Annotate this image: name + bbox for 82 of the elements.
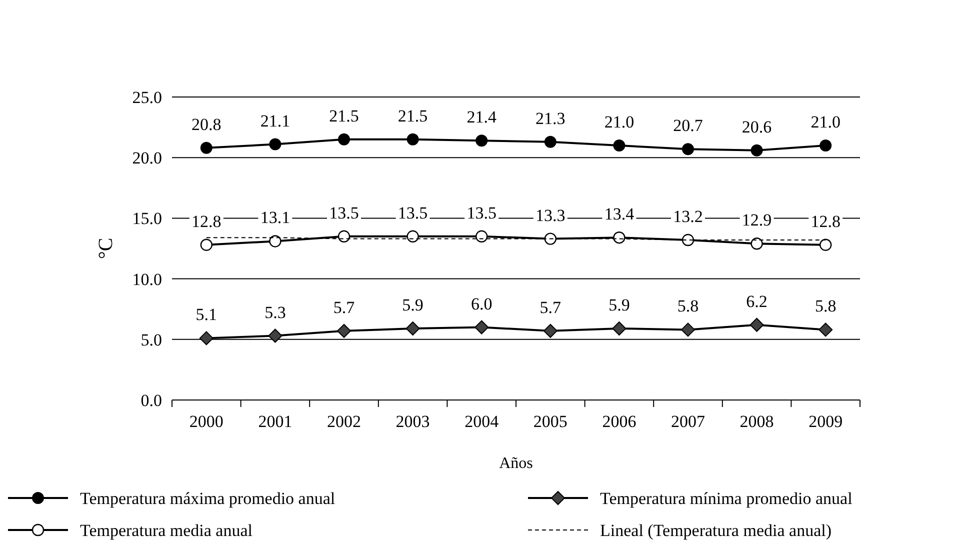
- y-axis-title: °C: [95, 238, 117, 260]
- point: [682, 234, 694, 246]
- data-label: 21.1: [260, 111, 290, 130]
- point: [750, 144, 763, 156]
- x-tick-label: 2001: [258, 412, 292, 431]
- y-tick-label: 20.0: [132, 148, 162, 168]
- point: [750, 318, 764, 332]
- point: [269, 138, 282, 150]
- data-label: 5.8: [677, 296, 699, 316]
- y-tick-label: 15.0: [132, 209, 162, 228]
- data-label: 6.0: [470, 294, 492, 314]
- x-axis-title: Años: [499, 455, 533, 472]
- data-label: 5.7: [540, 298, 562, 317]
- x-tick-label: 2003: [396, 412, 430, 431]
- data-label: 13.1: [260, 208, 290, 228]
- x-tick-label: 2008: [740, 412, 774, 431]
- x-tick-label: 2000: [189, 412, 224, 431]
- data-label: 20.7: [673, 116, 704, 136]
- data-label: 21.5: [329, 106, 359, 126]
- data-label: 5.8: [814, 296, 836, 316]
- data-label: 21.0: [810, 112, 840, 132]
- point: [338, 133, 350, 146]
- data-label: 21.5: [398, 106, 428, 126]
- point: [544, 232, 556, 245]
- point: [750, 238, 763, 250]
- data-label: 21.4: [466, 108, 497, 127]
- point: [681, 322, 695, 337]
- y-tick-label: 5.0: [140, 330, 162, 350]
- point: [543, 324, 558, 338]
- data-label: 5.9: [608, 295, 630, 314]
- point: [544, 136, 556, 148]
- legend-label: Lineal (Temperatura media anual): [600, 521, 832, 540]
- point: [406, 133, 419, 146]
- legend-label: Temperatura mínima promedio anual: [600, 489, 853, 508]
- point: [200, 238, 212, 251]
- legend-label: Temperatura media anual: [80, 521, 253, 540]
- point: [476, 230, 488, 242]
- y-tick-label: 10.0: [132, 270, 162, 289]
- point: [612, 321, 626, 336]
- data-label: 12.9: [742, 210, 772, 230]
- point: [474, 320, 489, 334]
- point: [818, 322, 833, 337]
- data-label: 6.2: [746, 292, 768, 311]
- point: [613, 231, 626, 244]
- data-label: 13.5: [329, 203, 359, 222]
- point: [820, 139, 832, 152]
- data-label: 13.4: [604, 204, 635, 224]
- data-label: 13.5: [466, 203, 496, 222]
- data-label: 20.8: [192, 114, 222, 134]
- point: [269, 235, 282, 248]
- legend-label: Temperatura máxima promedio anual: [80, 489, 336, 508]
- x-tick-label: 2006: [602, 412, 636, 431]
- data-label: 21.3: [536, 108, 566, 128]
- point: [199, 331, 214, 346]
- data-label: 20.6: [742, 117, 772, 136]
- data-label: 12.8: [192, 212, 222, 231]
- point: [406, 230, 419, 242]
- point: [476, 134, 488, 147]
- point: [613, 139, 626, 152]
- point: [682, 143, 694, 156]
- y-tick-label: 0.0: [140, 391, 162, 410]
- y-tick-label: 25.0: [132, 88, 162, 107]
- point: [820, 238, 832, 251]
- x-tick-label: 2007: [671, 412, 706, 431]
- data-label: 12.8: [810, 212, 840, 231]
- data-label: 13.5: [398, 203, 428, 222]
- x-tick-label: 2005: [533, 412, 568, 431]
- data-label: 5.1: [196, 305, 218, 324]
- point: [338, 230, 350, 242]
- point: [337, 324, 351, 338]
- data-label: 5.7: [333, 298, 356, 317]
- data-label: 5.3: [264, 302, 286, 322]
- x-tick-label: 2002: [327, 412, 361, 431]
- data-label: 13.3: [536, 206, 566, 225]
- data-label: 13.2: [673, 207, 703, 226]
- point: [406, 321, 420, 336]
- point: [200, 142, 212, 154]
- data-label: 5.9: [402, 295, 424, 314]
- data-label: 21.0: [604, 112, 634, 132]
- x-tick-label: 2009: [808, 412, 843, 431]
- point: [268, 328, 282, 343]
- x-tick-label: 2004: [464, 412, 500, 431]
